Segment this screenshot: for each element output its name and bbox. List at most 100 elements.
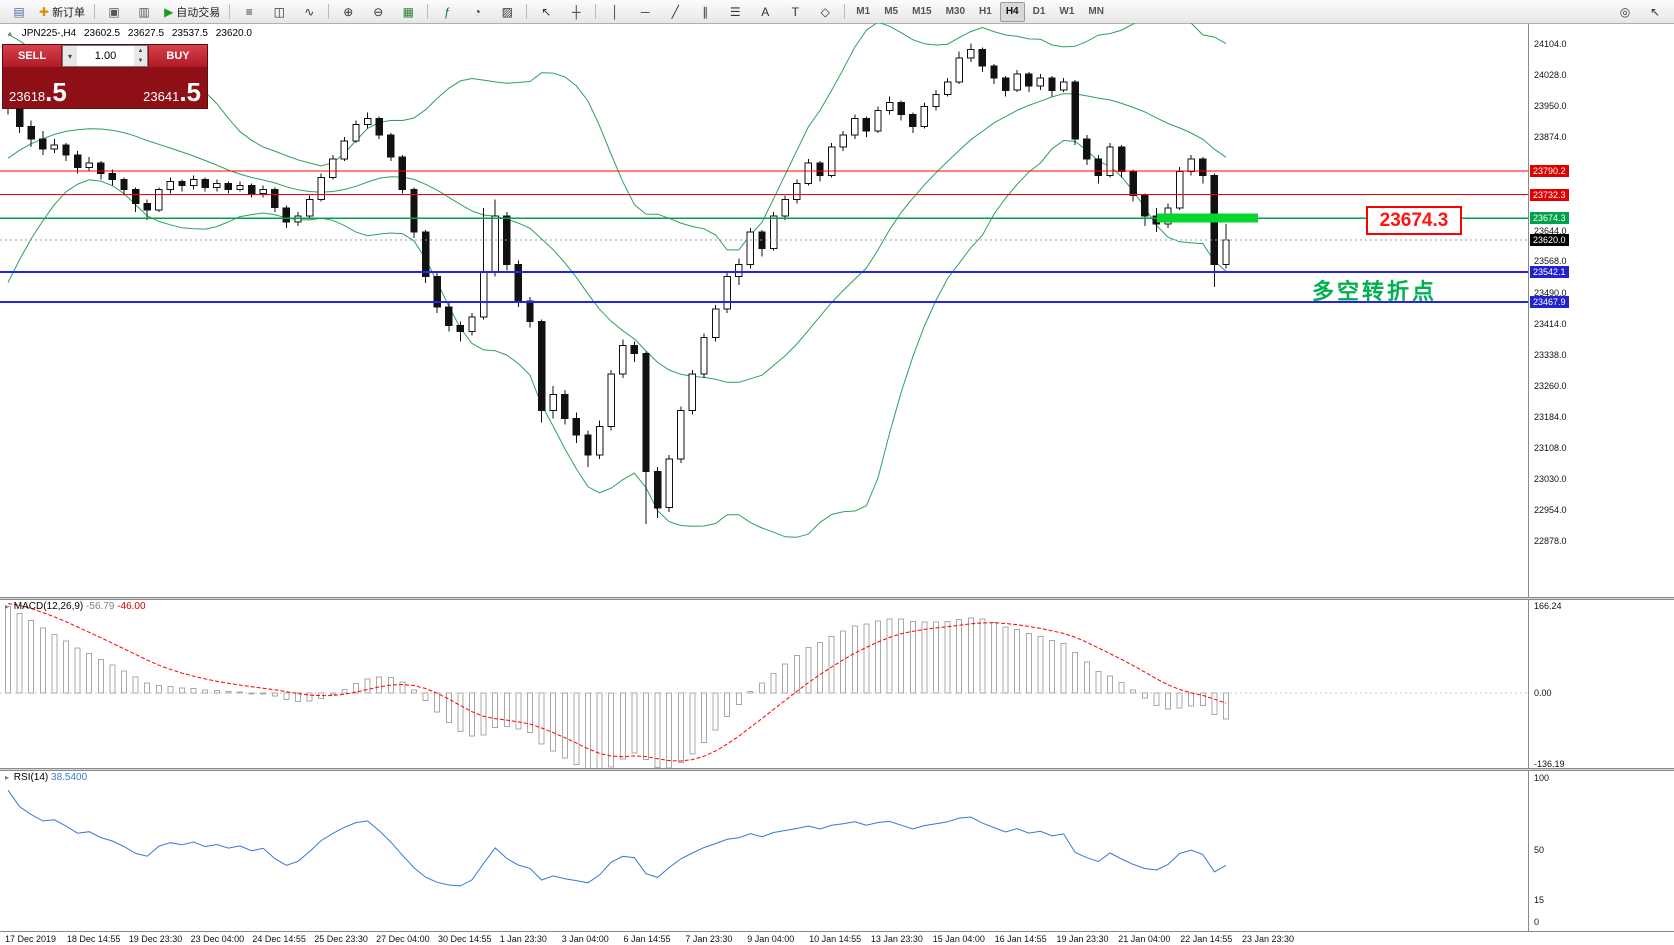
time-tick-label: 18 Dec 14:55 — [66, 934, 121, 944]
price-tick-label: 24028.0 — [1534, 69, 1567, 80]
price-annotation-box[interactable]: 23674.3 — [1366, 206, 1462, 235]
timeframe-M1[interactable]: M1 — [856, 6, 871, 17]
shapes-icon: ◇ — [820, 4, 830, 19]
time-tick-label: 24 Dec 14:55 — [252, 934, 306, 944]
vertical-line-icon[interactable]: │ — [601, 1, 629, 23]
collapse-arrow-icon[interactable]: ▸ — [5, 773, 10, 782]
time-tick-label: 7 Jan 23:30 — [685, 934, 733, 944]
text-icon[interactable]: A — [751, 1, 779, 23]
spinner-up-icon[interactable]: ▲ — [137, 48, 144, 54]
buy-price-fraction: .5 — [179, 77, 201, 107]
one-click-trading-panel: SELL ▾ 1.00 ▲ ▼ BUY 23618.5 23641.5 — [2, 44, 208, 109]
pointer-icon[interactable]: ↖ — [1649, 4, 1661, 19]
macd-name: MACD(12,26,9) — [13, 601, 84, 612]
vertical-line-icon: │ — [611, 4, 620, 19]
tile-windows-icon[interactable]: ▦ — [394, 1, 422, 23]
horizontal-lines[interactable] — [0, 170, 1528, 303]
zoom-in-icon[interactable]: ⊕ — [334, 1, 362, 23]
pane-separator[interactable] — [0, 768, 1674, 771]
macd-signal-value: -46.00 — [117, 601, 146, 612]
timeframe-W1[interactable]: W1 — [1059, 6, 1075, 17]
buy-price: 23641.5 — [143, 79, 201, 105]
horizontal-line-icon[interactable]: ─ — [631, 1, 659, 23]
timeframe-M15[interactable]: M15 — [912, 6, 932, 17]
macd-tick-label: -136.19 — [1534, 759, 1565, 770]
text-icon: A — [761, 4, 770, 19]
periods-icon[interactable]: ◔ — [463, 1, 491, 23]
trendline-icon[interactable]: ╱ — [661, 1, 689, 23]
volume-value[interactable]: 1.00 — [94, 50, 117, 62]
zoom-in-icon: ⊕ — [343, 4, 354, 19]
collapse-arrow-icon[interactable]: ▸ — [5, 602, 10, 611]
profile-icon[interactable]: ▥ — [130, 1, 158, 23]
toolbar-separator — [328, 4, 330, 19]
cursor-icon[interactable]: ↖ — [532, 1, 560, 23]
time-tick-label: 27 Dec 04:00 — [376, 934, 430, 944]
rsi-pane-canvas[interactable] — [0, 771, 1528, 935]
rsi-name: RSI(14) — [13, 772, 49, 783]
candlestick-chart-icon[interactable]: ◫ — [265, 1, 293, 23]
timeframe-H1[interactable]: H1 — [979, 6, 992, 17]
macd-histogram — [5, 606, 1229, 773]
low-value: 23537.5 — [171, 28, 208, 39]
charts-grid-icon: ▣ — [108, 4, 120, 19]
rsi-axis[interactable]: 100 50 15 0 — [1529, 771, 1674, 930]
volume-spinner[interactable]: ▲ ▼ — [134, 46, 147, 66]
time-tick-label: 1 Jan 23:30 — [499, 934, 547, 944]
volume-dropdown-icon[interactable]: ▾ — [63, 46, 77, 66]
channel-icon: ∥ — [702, 4, 709, 19]
macd-axis[interactable]: 166.24 0.00 -136.19 — [1529, 600, 1674, 770]
timeframe-MN[interactable]: MN — [1088, 6, 1104, 17]
charts-grid-icon[interactable]: ▣ — [100, 1, 128, 23]
timeframe-M5[interactable]: M5 — [884, 6, 899, 17]
sell-button[interactable]: SELL — [3, 45, 61, 67]
time-tick-label: 19 Dec 23:30 — [128, 934, 183, 944]
time-tick-label: 6 Jan 14:55 — [623, 934, 671, 944]
rsi-tick-label: 100 — [1534, 773, 1550, 783]
terminal-icon[interactable]: ▤ — [5, 1, 33, 23]
tile-windows-icon: ▦ — [402, 4, 414, 19]
zoom-out-icon[interactable]: ⊖ — [364, 1, 392, 23]
shapes-icon[interactable]: ◇ — [811, 1, 839, 23]
indicators-icon[interactable]: ƒ — [433, 1, 461, 23]
macd-pane-canvas[interactable] — [0, 600, 1528, 773]
volume-field[interactable]: ▾ 1.00 ▲ ▼ — [62, 45, 148, 67]
bar-chart-icon[interactable]: ≡ — [235, 1, 263, 23]
main-toolbar: ▤ ✚ 新订单 ▣ ▥ ▶ 自动交易 ≡ ◫ ∿ ⊕ ⊖ ▦ ƒ ◔ ▨ ↖ ┼ │ ─ ╱ ∥ ☰ A T ◇ M1 M5 M15 M… — [0, 0, 1674, 24]
channel-icon[interactable]: ∥ — [691, 1, 719, 23]
auto-trading-button-label: 自动交易 — [176, 6, 221, 19]
buy-button[interactable]: BUY — [149, 45, 207, 67]
spinner-down-icon[interactable]: ▼ — [137, 58, 144, 64]
macd-signal-line — [7, 603, 1227, 762]
turning-point-label[interactable]: 多空转折点 — [1312, 279, 1438, 304]
price-tick-label: 23568.0 — [1534, 256, 1567, 267]
toolbar-separator — [229, 4, 231, 19]
price-tick-label: 23490.0 — [1534, 287, 1567, 298]
label-icon[interactable]: T — [781, 1, 809, 23]
price-tick-label: 24104.0 — [1534, 39, 1567, 49]
fibonacci-icon[interactable]: ☰ — [721, 1, 749, 23]
price-axis[interactable]: 24104.0 24028.0 23950.0 23874.0 23644.0 23568… — [1529, 23, 1674, 597]
auto-trading-button[interactable]: ▶ 自动交易 — [160, 1, 224, 23]
new-order-button[interactable]: ✚ 新订单 — [35, 1, 89, 23]
crosshair-icon[interactable]: ┼ — [562, 1, 590, 23]
templates-icon[interactable]: ▨ — [493, 1, 521, 23]
price-tick-label: 23874.0 — [1534, 132, 1567, 143]
main-chart-canvas[interactable] — [0, 9, 1528, 602]
price-tick-label: 23414.0 — [1534, 318, 1567, 329]
timeframe-D1[interactable]: D1 — [1032, 6, 1046, 17]
zoom-out-icon: ⊖ — [373, 4, 384, 19]
timeframe-H4[interactable]: H4 — [999, 1, 1025, 22]
search-icon[interactable]: ◎ — [1619, 4, 1631, 19]
price-tick-label: 23338.0 — [1534, 349, 1567, 360]
timeframe-M30[interactable]: M30 — [945, 6, 966, 17]
time-tick-label: 13 Jan 23:30 — [870, 934, 923, 944]
bar-chart-icon: ≡ — [245, 4, 253, 19]
pane-separator[interactable] — [0, 597, 1674, 600]
chart-marker-icon: ▲ — [6, 29, 14, 38]
time-axis[interactable]: 17 Dec 2019 18 Dec 14:55 19 Dec 23:30 23 De… — [0, 931, 1674, 945]
price-line-badge: 23467.9 — [1530, 295, 1569, 308]
line-chart-icon[interactable]: ∿ — [295, 1, 323, 23]
support-zone — [1157, 213, 1258, 223]
price-tick-label: 23030.0 — [1534, 474, 1567, 485]
